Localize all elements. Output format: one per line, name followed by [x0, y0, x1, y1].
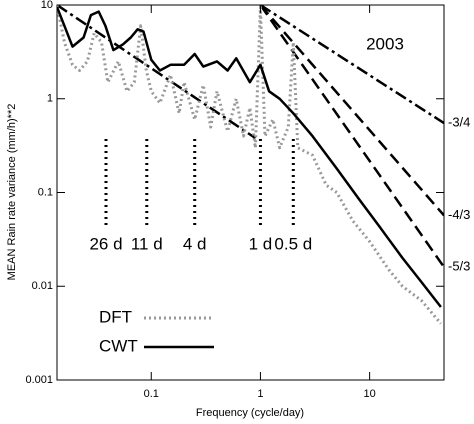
y-axis-label: MEAN Rain rate variance (mm/h)**2	[6, 104, 18, 281]
series-line	[57, 6, 442, 308]
slope-label: -4/3	[448, 207, 470, 222]
x-tick-label: 10	[363, 388, 375, 400]
y-tick-label: 1	[47, 93, 53, 105]
legend-label: CWT	[99, 336, 138, 355]
period-label: 1 d	[249, 234, 273, 253]
x-tick-label: 1	[257, 388, 263, 400]
period-label: 26 d	[89, 234, 122, 253]
slope-label: -5/3	[448, 259, 470, 274]
plot-area	[57, 5, 444, 325]
y-tick-label: 10	[41, 0, 53, 11]
annotation: 2003	[366, 34, 404, 53]
y-tick-label: 0.01	[32, 280, 53, 292]
reference-line	[57, 5, 257, 140]
period-label: 11 d	[131, 234, 163, 253]
x-tick-label: 0.1	[144, 388, 159, 400]
y-tick-label: 0.001	[25, 374, 53, 386]
slope-label: -3/4	[448, 115, 470, 130]
period-label: 0.5 d	[274, 234, 312, 253]
legend-label: DFT	[99, 307, 132, 326]
reference-line	[259, 5, 444, 268]
reference-line	[259, 5, 444, 125]
x-axis-label: Frequency (cycle/day)	[196, 407, 304, 419]
reference-line	[259, 5, 444, 217]
period-label: 4 d	[183, 234, 207, 253]
y-tick-label: 0.1	[38, 186, 53, 198]
